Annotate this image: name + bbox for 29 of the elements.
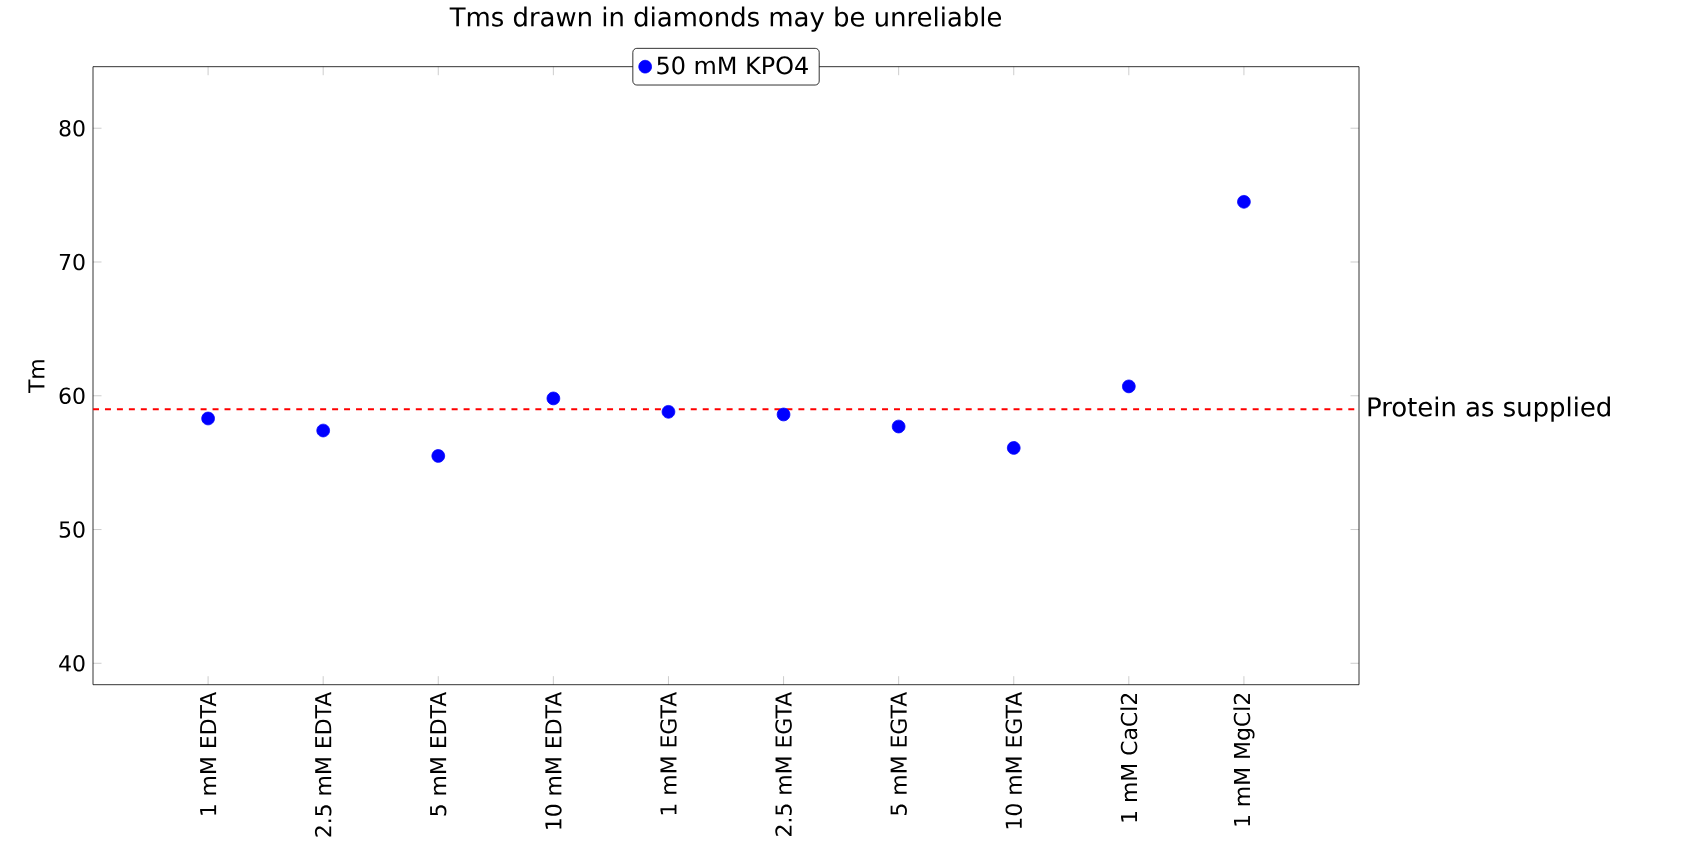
x-tick-label: 2.5 mM EGTA (775, 692, 792, 837)
y-tick-label: 60 (59, 387, 85, 405)
point (776, 407, 791, 422)
y-tick-label: 50 (59, 521, 85, 538)
x-tick-label: 1 mM MgCl2 (1233, 694, 1255, 826)
point (431, 449, 446, 463)
point (1122, 379, 1136, 394)
x-tick-label: 10 mM EGTA (1005, 692, 1023, 829)
x-tick-label: 1 mM CaCl2 (1120, 694, 1138, 822)
point (661, 405, 676, 419)
x-tick-label: 2.5 mM EDTA (314, 692, 332, 837)
y-axis-title: Tm (28, 360, 45, 394)
legend-label: 50 mM KPO4 (657, 56, 808, 75)
point (546, 391, 561, 406)
y-tick-label: 40 (59, 655, 85, 672)
point (201, 411, 215, 426)
x-tick-label: 5 mM EDTA (430, 692, 447, 816)
point (316, 423, 330, 438)
point (891, 419, 906, 434)
ref-line-label: Protein as supplied (1368, 396, 1610, 422)
x-tick-label: 1 mM EDTA (200, 692, 217, 816)
y-tick-label: 80 (59, 120, 85, 137)
x-tick-label: 10 mM EDTA (545, 692, 562, 829)
x-tick-label: 1 mM EGTA (660, 692, 677, 815)
y-tick-label: 70 (59, 253, 85, 271)
point (1237, 195, 1251, 209)
chart-title: Tms drawn in diamonds may be unreliable (449, 6, 1002, 32)
point (1006, 441, 1021, 455)
x-tick-label: 5 mM EGTA (890, 692, 907, 816)
